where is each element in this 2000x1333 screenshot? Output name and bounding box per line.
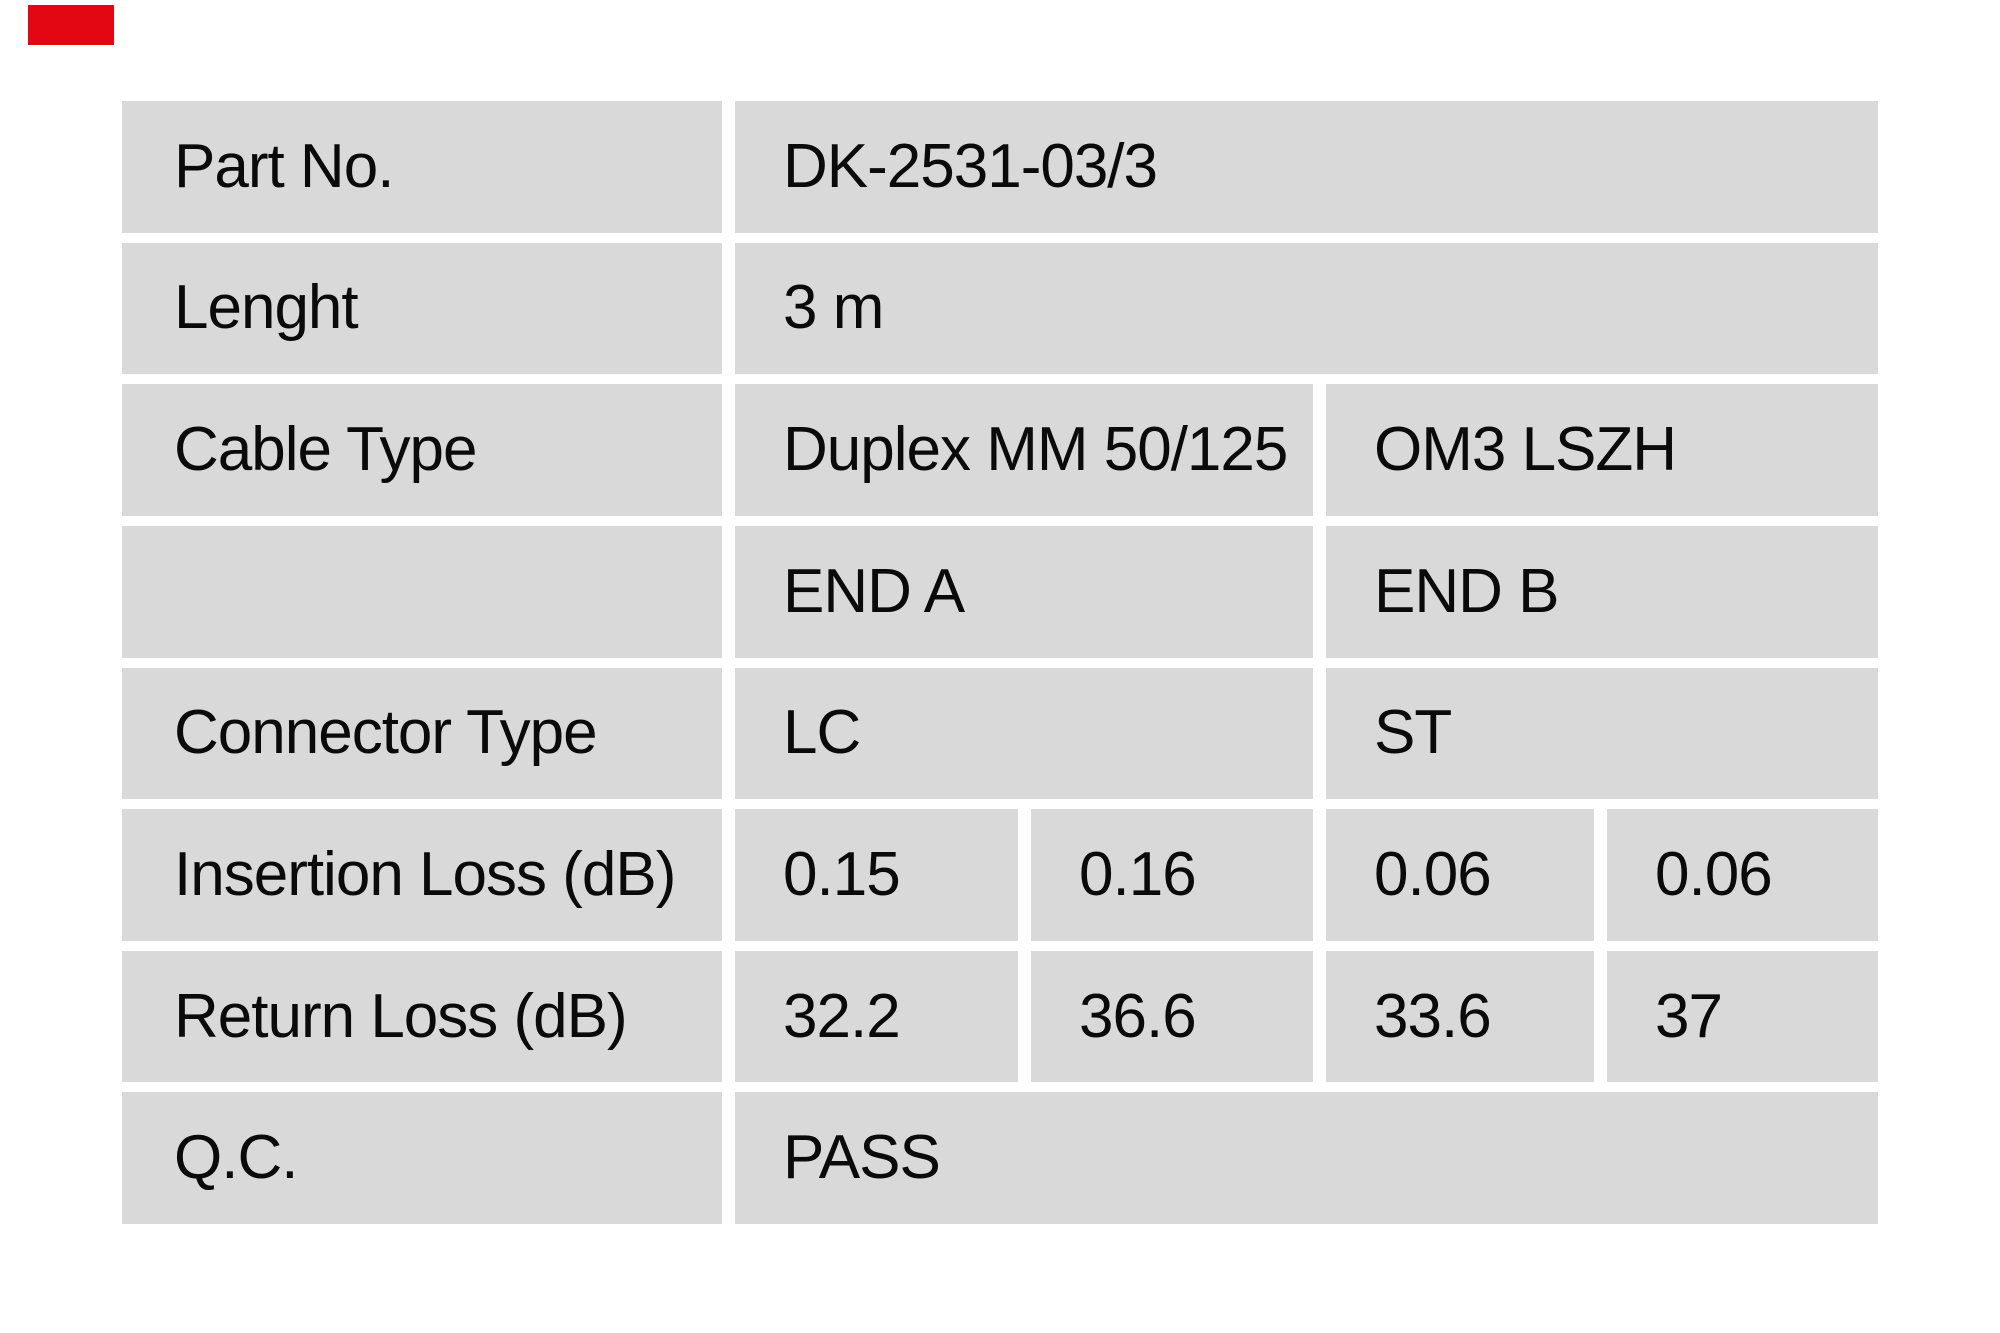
cell-value: 0.16 [1031, 809, 1313, 941]
cell-value: END B [1326, 525, 1878, 658]
row-label: Insertion Loss (dB) [122, 809, 722, 941]
cell-value: 3 m [735, 242, 1878, 375]
spec-table: Part No. DK-2531-03/3 Lenght 3 m Cable Type D… [122, 101, 1878, 1224]
cell-value: OM3 LSZH [1326, 384, 1878, 516]
row-label: Lenght [122, 242, 722, 375]
cell-value: 0.15 [735, 809, 1018, 941]
row-label: Part No. [122, 101, 722, 233]
cell-value: Duplex MM 50/125 [735, 384, 1313, 516]
cell-value: ST [1326, 667, 1878, 800]
cell-value: PASS [735, 1092, 1878, 1224]
cell-value: 0.06 [1607, 809, 1878, 941]
row-label: Connector Type [122, 667, 722, 800]
cell-value: 36.6 [1031, 950, 1313, 1083]
cell-value: LC [735, 667, 1313, 800]
cell-value: 33.6 [1326, 950, 1594, 1083]
cell-value: DK-2531-03/3 [735, 101, 1878, 233]
row-label: Cable Type [122, 384, 722, 516]
cell-value: END A [735, 525, 1313, 658]
brand-logo-mark [28, 5, 114, 45]
row-label: Return Loss (dB) [122, 950, 722, 1083]
row-label: Q.C. [122, 1092, 722, 1224]
cell-value: 0.06 [1326, 809, 1594, 941]
row-label [122, 525, 722, 658]
cell-value: 32.2 [735, 950, 1018, 1083]
cell-value: 37 [1607, 950, 1878, 1083]
